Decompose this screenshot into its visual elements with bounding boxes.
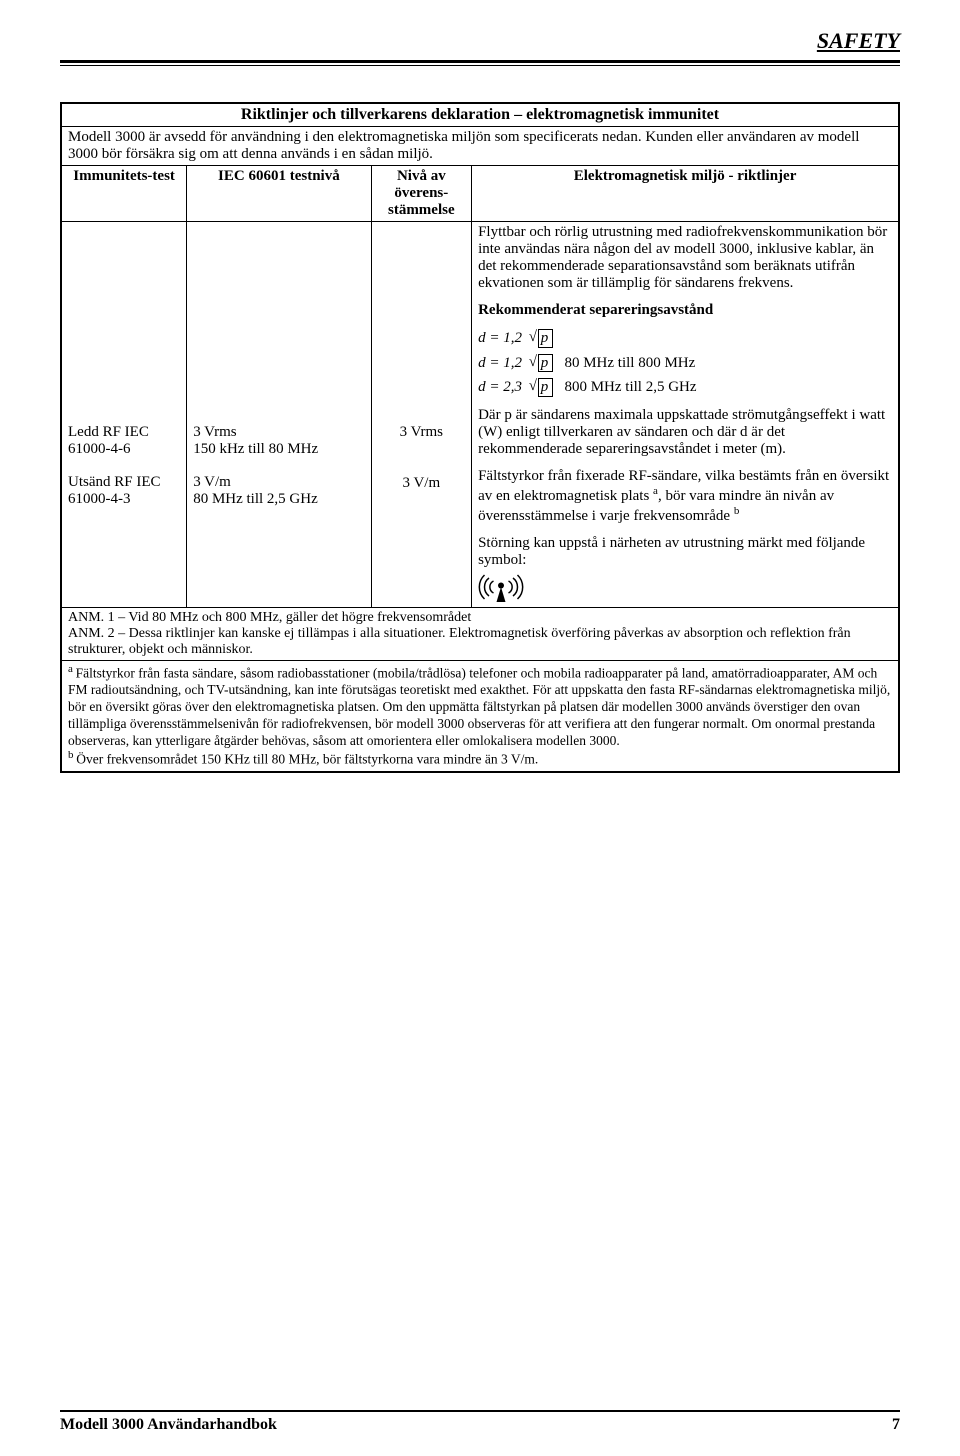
immunity-table: Riktlinjer och tillverkarens deklaration… [60, 102, 900, 773]
eq2: d = 1,2 p 80 MHz till 800 MHz [478, 354, 892, 373]
guideline-para1: Där p är sändarens maximala uppskattade … [478, 407, 892, 458]
cell-test-levels: 3 Vrms 150 kHz till 80 MHz 3 V/m 80 MHz … [187, 222, 371, 608]
eq3-post: 800 MHz till 2,5 GHz [564, 379, 696, 395]
eq3-pre: d = 2,3 [478, 379, 522, 395]
table-title: Riktlinjer och tillverkarens deklaration… [61, 103, 899, 127]
comp-3vrms: 3 Vrms [378, 424, 466, 441]
rf-antenna-icon [478, 569, 524, 605]
head-compliance: Nivå av överens-stämmelse [371, 166, 472, 222]
table-head-row: Immunitets-test IEC 60601 testnivå Nivå … [61, 166, 899, 222]
foot-b-sup: b [68, 749, 76, 761]
foot-b-text: Över frekvensområdet 150 KHz till 80 MHz… [76, 752, 538, 767]
footnote-b: b Över frekvensområdet 150 KHz till 80 M… [68, 749, 892, 768]
guideline-para3: Störning kan uppstå i närheten av utrust… [478, 535, 892, 569]
eq1: d = 1,2 p [478, 329, 892, 348]
table-notes-row: ANM. 1 – Vid 80 MHz och 800 MHz, gäller … [61, 607, 899, 660]
guideline-intro: Flyttbar och rörlig utrustning med radio… [478, 224, 892, 292]
sqrt-icon: p [538, 378, 554, 397]
table-row-rf: Ledd RF IEC 61000-4-6 Utsänd RF IEC 6100… [61, 222, 899, 608]
table-footnotes: a Fältstyrkor från fasta sändare, såsom … [61, 660, 899, 772]
foot-a-sup: a [68, 663, 76, 675]
foot-a-text: Fältstyrkor från fasta sändare, såsom ra… [68, 665, 890, 748]
footnote-a: a Fältstyrkor från fasta sändare, såsom … [68, 663, 892, 750]
footer-left: Modell 3000 Användarhandbok [60, 1416, 277, 1434]
sqrt-icon: p [538, 329, 554, 348]
eq2-pre: d = 1,2 [478, 355, 522, 371]
eq2-post: 80 MHz till 800 MHz [564, 355, 695, 371]
eq1-pre: d = 1,2 [478, 330, 522, 346]
level-3vrms: 3 Vrms [193, 424, 364, 441]
footer-rule [60, 1410, 900, 1412]
level-3vm-range: 80 MHz till 2,5 GHz [193, 491, 364, 508]
comp-3vm: 3 V/m [378, 475, 466, 492]
note-1: ANM. 1 – Vid 80 MHz och 800 MHz, gäller … [68, 610, 892, 626]
page: SAFETY Riktlinjer och tillverkarens dekl… [0, 0, 960, 773]
table-desc: Modell 3000 är avsedd för användning i d… [61, 127, 899, 166]
table-notes: ANM. 1 – Vid 80 MHz och 800 MHz, gäller … [61, 607, 899, 660]
level-3vm: 3 V/m [193, 474, 364, 491]
sqrt-icon: p [538, 354, 554, 373]
eq3: d = 2,3 p 800 MHz till 2,5 GHz [478, 378, 892, 397]
page-footer: Modell 3000 Användarhandbok 7 [60, 1410, 900, 1434]
head-environment: Elektromagnetisk miljö - riktlinjer [472, 166, 899, 222]
header-safety: SAFETY [60, 28, 900, 54]
level-3vrms-range: 150 kHz till 80 MHz [193, 441, 364, 458]
cell-test-names: Ledd RF IEC 61000-4-6 Utsänd RF IEC 6100… [61, 222, 187, 608]
header-rule [60, 60, 900, 66]
table-title-row: Riktlinjer och tillverkarens deklaration… [61, 103, 899, 127]
cell-guidelines: Flyttbar och rörlig utrustning med radio… [472, 222, 899, 608]
table-desc-row: Modell 3000 är avsedd för användning i d… [61, 127, 899, 166]
head-test-level: IEC 60601 testnivå [187, 166, 371, 222]
test-ledd-rf: Ledd RF IEC 61000-4-6 [68, 424, 180, 458]
test-utsand-rf: Utsänd RF IEC 61000-4-3 [68, 474, 180, 508]
guideline-para2: Fältstyrkor från fixerade RF-sändare, vi… [478, 468, 892, 525]
cell-compliance: 3 Vrms 3 V/m [371, 222, 472, 608]
table-footnote-row: a Fältstyrkor från fasta sändare, såsom … [61, 660, 899, 772]
note-2: ANM. 2 – Dessa riktlinjer kan kanske ej … [68, 626, 892, 658]
footer-page-number: 7 [892, 1416, 900, 1434]
recommended-heading: Rekommenderat separeringsavstånd [478, 302, 892, 319]
sup-b: b [734, 505, 740, 517]
head-immunity-test: Immunitets-test [61, 166, 187, 222]
